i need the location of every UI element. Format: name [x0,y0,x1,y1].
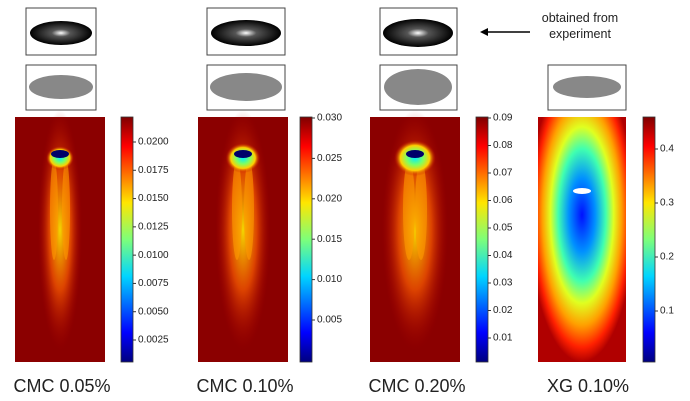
colorbar-tick-label: 0.005 [317,315,342,326]
colorbar-tick-label: 0.4 [660,144,674,155]
colorbar-tick-label: 0.010 [317,274,342,285]
colorbar-tick-label: 0.05 [493,223,513,234]
colorbar-tick-label: 0.0075 [138,278,169,289]
droplet [51,150,69,158]
panel-label: CMC 0.10% [196,376,293,396]
field [538,117,626,362]
colorbar-tick-label: 0.1 [660,306,674,317]
colorbar-tick-label: 0.030 [317,113,342,124]
photos [25,7,627,111]
colorbar-tick-label: 0.0150 [138,193,169,204]
colorbar [120,116,134,363]
colorbar-tick-label: 0.07 [493,168,513,179]
plume [403,160,415,260]
colorbar-tick-label: 0.025 [317,153,342,164]
colorbar-tick-label: 0.015 [317,234,342,245]
colorbar-tick-label: 0.0100 [138,250,169,261]
droplet [573,188,591,194]
plume [382,110,448,350]
colorbar-tick-label: 0.0025 [138,335,169,346]
plume [232,160,242,260]
panel-label: CMC 0.05% [13,376,110,396]
colorbar [642,116,656,363]
colorbar-tick-label: 0.3 [660,198,674,209]
colorbar-tick-label: 0.01 [493,333,513,344]
colorbar-tick-label: 0.09 [493,113,513,124]
colorbar-tick-label: 0.0175 [138,165,169,176]
colorbar-tick-label: 0.0050 [138,306,169,317]
plume [215,110,271,350]
droplet [234,150,252,158]
plume [50,160,58,260]
arrow-head [480,28,488,36]
colorbar-tick-label: 0.02 [493,305,513,316]
colorbar-tick-label: 0.08 [493,140,513,151]
droplet [406,150,424,158]
colorbar-tick-label: 0.04 [493,250,513,261]
colorbar [299,116,313,363]
plume [244,160,254,260]
panel-label: CMC 0.20% [368,376,465,396]
colorbar-tick-label: 0.020 [317,193,342,204]
colorbar-tick-label: 0.06 [493,195,513,206]
plume [38,110,82,350]
colorbar-tick-label: 0.0125 [138,221,169,232]
annotation: experiment [549,27,611,41]
plume [62,160,70,260]
colorbar-tick-label: 0.2 [660,252,674,263]
colorbar [475,116,489,363]
plume [415,160,427,260]
panel-label: XG 0.10% [547,376,629,396]
colorbar-tick-label: 0.0200 [138,137,169,148]
colorbar-tick-label: 0.03 [493,278,513,289]
annotation: obtained from [542,11,618,25]
